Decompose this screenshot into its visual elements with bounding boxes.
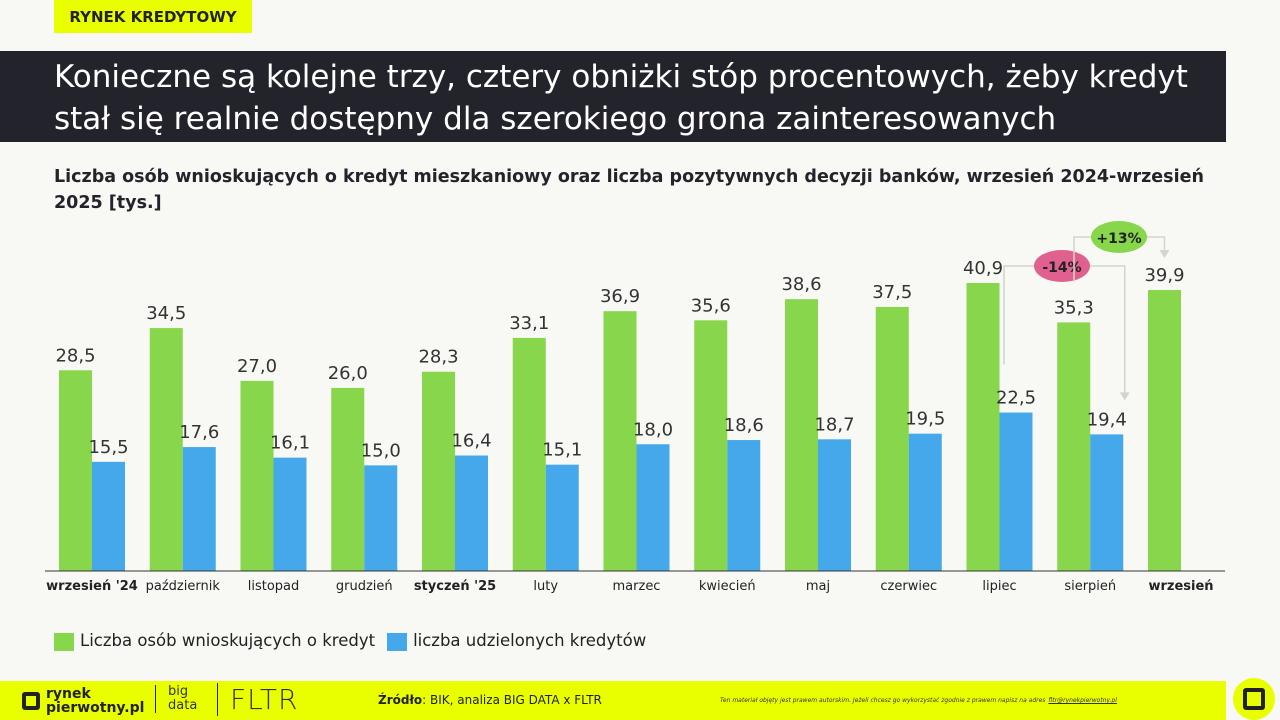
data-label: 27,0 <box>237 356 277 377</box>
data-label: 37,5 <box>872 282 912 303</box>
x-tick-label: lipiec <box>982 579 1016 594</box>
x-tick-label: wrzesień <box>1148 579 1213 594</box>
data-label: 26,0 <box>328 363 368 384</box>
data-label: 19,5 <box>905 409 945 430</box>
logo-square-icon <box>22 692 40 710</box>
bar <box>149 328 183 571</box>
x-tick-label: wrzesień '24 <box>46 579 138 594</box>
section-tag: RYNEK KREDYTOWY <box>54 0 252 33</box>
email-link[interactable]: fltr@rynekpierwotny.pl <box>1048 697 1117 704</box>
badge-increase <box>1091 221 1147 253</box>
bar <box>875 306 909 571</box>
badge-decrease-label: -14% <box>1042 260 1081 276</box>
fltr-logo: FLTR <box>217 683 298 716</box>
data-label: 16,4 <box>451 431 491 452</box>
bar <box>727 440 761 571</box>
bar <box>545 464 579 571</box>
bar <box>603 311 637 571</box>
data-label: 18,6 <box>724 415 764 436</box>
x-tick-label: listopad <box>248 579 300 594</box>
bar <box>422 371 455 571</box>
bar <box>273 457 307 571</box>
legend: Liczba osób wnioskujących o kredyt liczb… <box>54 631 646 651</box>
source-note: Źródło: BIK, analiza BIG DATA x FLTR <box>378 693 602 707</box>
data-label: 18,7 <box>814 414 854 435</box>
bar <box>908 433 942 571</box>
bar <box>966 283 1000 571</box>
arrow-head-icon <box>1119 392 1130 401</box>
bar <box>1057 322 1091 571</box>
brand-circle-icon <box>1233 678 1275 720</box>
rynekpierwotny-logo: rynek pierwotny.pl <box>22 687 156 715</box>
data-label: 18,0 <box>633 419 673 440</box>
bar <box>785 299 818 571</box>
data-label: 35,3 <box>1054 297 1094 318</box>
legend-swatch <box>387 632 408 651</box>
x-tick-label: czerwiec <box>880 579 937 594</box>
x-tick-label: październik <box>146 579 221 594</box>
badge-increase-label: +13% <box>1096 231 1141 247</box>
bar <box>1148 290 1181 571</box>
bar <box>364 465 398 571</box>
bigdata-logo: big data <box>155 685 198 713</box>
data-label: 15,5 <box>88 437 128 458</box>
bar <box>331 387 365 571</box>
data-label: 34,5 <box>146 303 186 324</box>
legend-item-loans: liczba udzielonych kredytów <box>387 631 646 651</box>
data-label: 40,9 <box>963 258 1003 279</box>
data-label: 38,6 <box>781 274 821 295</box>
footer: rynek pierwotny.pl big data FLTR Źródło:… <box>0 681 1226 720</box>
bar <box>694 320 728 571</box>
data-label: 35,6 <box>691 295 731 316</box>
bar <box>636 444 670 571</box>
x-tick-label: maj <box>806 579 830 594</box>
data-label: 16,1 <box>270 433 310 454</box>
bar <box>92 461 125 571</box>
data-label: 15,0 <box>361 440 401 461</box>
data-label: 39,9 <box>1144 265 1184 286</box>
bar <box>240 380 274 571</box>
bar <box>999 412 1033 571</box>
x-tick-label: marzec <box>613 579 661 594</box>
bar <box>59 370 92 571</box>
arrow-head-icon <box>1159 250 1170 258</box>
headline: Konieczne są kolejne trzy, cztery obniżk… <box>0 51 1226 142</box>
data-label: 28,5 <box>55 345 95 366</box>
x-tick-label: grudzień <box>336 579 393 594</box>
x-tick-label: kwiecień <box>699 579 756 594</box>
bar <box>182 447 216 571</box>
x-tick-label: styczeń '25 <box>414 579 496 594</box>
x-tick-label: luty <box>533 579 558 594</box>
bar <box>512 337 546 571</box>
legend-swatch <box>54 632 74 651</box>
x-tick-label: sierpień <box>1064 579 1116 594</box>
data-label: 33,1 <box>509 313 549 334</box>
legend-item-applicants: Liczba osób wnioskujących o kredyt <box>54 631 375 651</box>
data-label: 22,5 <box>996 388 1036 409</box>
data-label: 19,4 <box>1087 409 1127 430</box>
data-label: 17,6 <box>179 422 219 443</box>
bar <box>818 439 851 571</box>
bar <box>455 455 488 571</box>
data-label: 15,1 <box>542 440 582 461</box>
bar <box>1090 434 1124 571</box>
copyright-note: Ten materiał objęty jest prawem autorski… <box>720 697 1117 704</box>
data-label: 36,9 <box>600 286 640 307</box>
data-label: 28,3 <box>418 347 458 368</box>
badge-decrease <box>1034 250 1090 282</box>
chart-title: Liczba osób wnioskujących o kredyt miesz… <box>54 167 1204 213</box>
